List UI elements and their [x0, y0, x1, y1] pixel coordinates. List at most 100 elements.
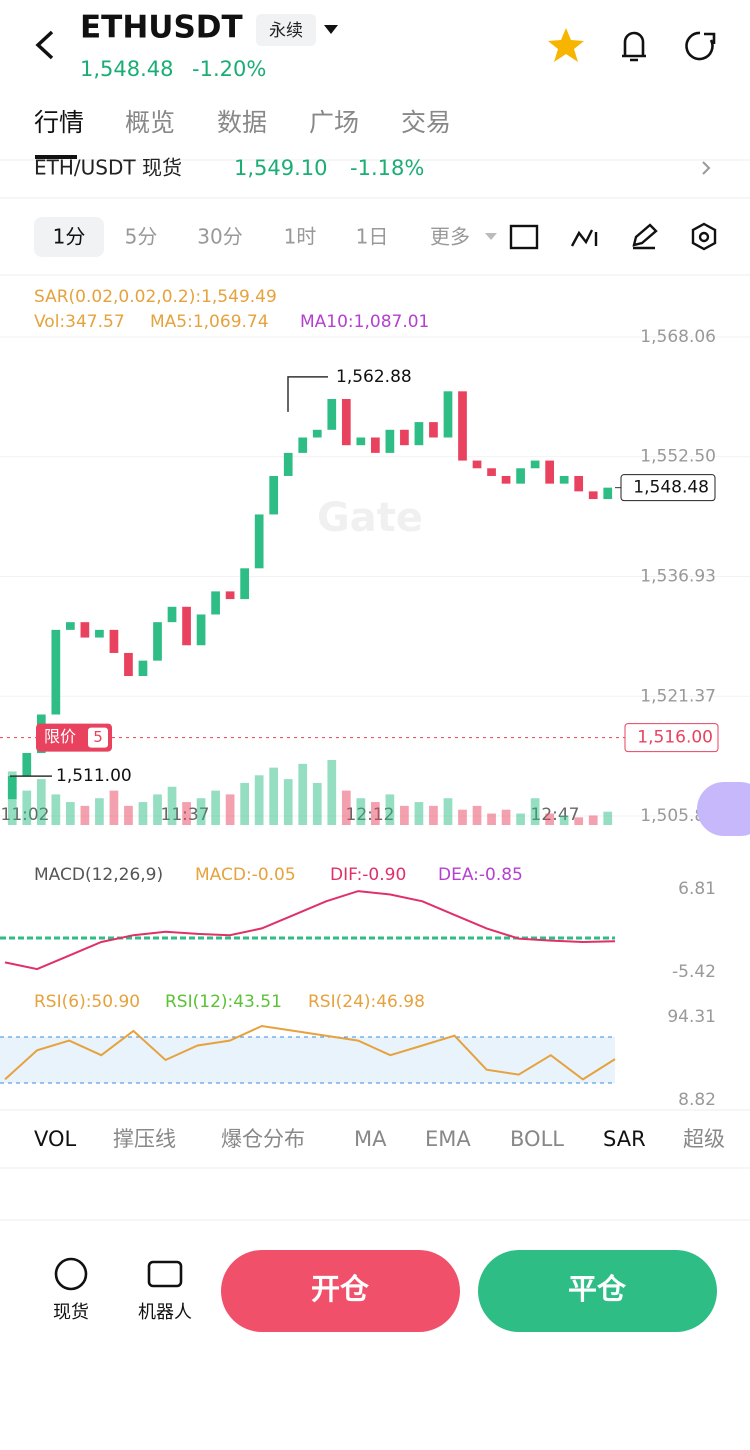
volume-bar [254, 775, 264, 825]
indicator-tab[interactable]: MA [354, 1127, 387, 1151]
chart-icon[interactable] [509, 224, 539, 250]
indicator-tab[interactable]: 超级 [683, 1127, 725, 1151]
rsi24-label: RSI(24):46.98 [308, 992, 425, 1012]
close-button[interactable] [478, 1250, 717, 1332]
candle [429, 422, 438, 438]
macd-label: MACD(12,26,9) [34, 865, 163, 885]
interval[interactable]: 1时 [284, 225, 317, 249]
draw-icon[interactable] [632, 223, 658, 250]
candle [124, 652, 133, 677]
rsi-tick-label: 8.82 [678, 1090, 716, 1110]
volume-bar [443, 798, 453, 825]
volume-bar [530, 798, 540, 825]
header-price: 1,548.48 [80, 57, 174, 81]
volume-bar [95, 798, 104, 825]
candle [516, 468, 525, 484]
volume-bar [109, 790, 119, 825]
spot-nav[interactable]: 现货 [53, 1302, 89, 1323]
y-tick-label: 1,552.50 [640, 447, 716, 467]
dropdown-icon[interactable] [324, 25, 338, 34]
candle [530, 460, 540, 469]
volume-bar [182, 802, 191, 825]
candle [22, 752, 32, 777]
volume-bar [559, 815, 569, 825]
interval[interactable]: 1分 [53, 225, 86, 249]
bot-icon[interactable] [147, 1260, 183, 1288]
volume-bar [545, 813, 554, 825]
more-arrow [485, 233, 497, 240]
volume-bar [22, 790, 32, 825]
candle [588, 491, 598, 500]
nav-tab[interactable]: 行情 [34, 108, 84, 137]
volume-bar [472, 805, 482, 825]
volume-bar [225, 794, 235, 825]
candle [196, 614, 206, 646]
spot-price: 1,549.10 [234, 156, 328, 180]
volume-bar [385, 794, 395, 825]
candle [298, 437, 308, 453]
candle [66, 622, 75, 630]
alert-icon[interactable] [622, 31, 646, 62]
volume-bar [80, 805, 90, 825]
candle [167, 606, 177, 623]
contract-tag[interactable] [256, 14, 316, 46]
y-tick-label: 1,521.37 [640, 686, 716, 706]
candle [283, 452, 293, 476]
settings-icon[interactable] [691, 222, 717, 251]
volume-bar [124, 805, 133, 825]
spot-icon[interactable] [54, 1257, 88, 1291]
candle [95, 629, 104, 638]
limit-price-box [624, 723, 719, 753]
volume-bar [516, 813, 525, 825]
dea-value: DEA:-0.85 [438, 865, 523, 885]
interval[interactable]: 5分 [125, 225, 158, 249]
dif-value: DIF:-0.90 [330, 865, 406, 885]
volume-bar [312, 782, 322, 825]
nav-tab[interactable]: 概览 [125, 108, 175, 137]
ma10-label: MA10:1,087.01 [300, 312, 429, 332]
candle [371, 437, 380, 453]
nav-tab[interactable]: 交易 [401, 108, 451, 137]
interval[interactable]: 1日 [356, 225, 389, 249]
indicator-tab[interactable]: VOL [34, 1127, 77, 1151]
open-label: 开仓 [311, 1272, 370, 1306]
indicator-tab[interactable]: 爆仓分布 [221, 1127, 305, 1151]
ma5-label: MA5:1,069.74 [150, 312, 269, 332]
spot-change: -1.18% [350, 156, 424, 180]
candle [356, 437, 366, 446]
volume-bar [356, 798, 366, 825]
volume-bar [196, 798, 206, 825]
indicator-icon[interactable] [570, 229, 598, 247]
bot-nav[interactable]: 机器人 [138, 1302, 192, 1323]
interval[interactable]: 30分 [197, 225, 242, 249]
interval[interactable]: 更多 [430, 225, 470, 249]
candle [240, 568, 249, 600]
candle [327, 399, 337, 430]
back-icon[interactable] [35, 30, 54, 60]
nav-tab[interactable]: 数据 [217, 108, 267, 137]
limit-count: 5 [93, 728, 103, 746]
favorite-icon[interactable] [548, 28, 584, 62]
volume-bar [7, 771, 17, 825]
y-tick-label: 1,536.93 [640, 567, 716, 587]
volume-bar [269, 767, 279, 825]
sar-label: SAR(0.02,0.02,0.2):1,549.49 [34, 287, 277, 307]
volume-bar [341, 790, 351, 825]
indicator-tab[interactable]: BOLL [510, 1127, 564, 1151]
candle [138, 660, 148, 677]
assistant-bubble[interactable] [697, 782, 750, 836]
open-button[interactable] [221, 1250, 460, 1332]
spot-pair[interactable]: ETH/USDT 现货 [34, 156, 182, 180]
chevron [702, 161, 711, 175]
high-label: 1,562.88 [336, 367, 412, 387]
indicator-tab[interactable]: EMA [425, 1127, 471, 1151]
candle [472, 460, 482, 469]
macd-tick-label: -5.42 [672, 962, 716, 982]
share-icon[interactable] [685, 31, 716, 61]
indicator-tab[interactable]: SAR [603, 1127, 646, 1151]
nav-tab[interactable]: 广场 [309, 108, 359, 137]
indicator-tab[interactable]: 撑压线 [113, 1127, 176, 1151]
candle [400, 429, 409, 446]
candle [109, 629, 119, 653]
candle [414, 422, 424, 446]
